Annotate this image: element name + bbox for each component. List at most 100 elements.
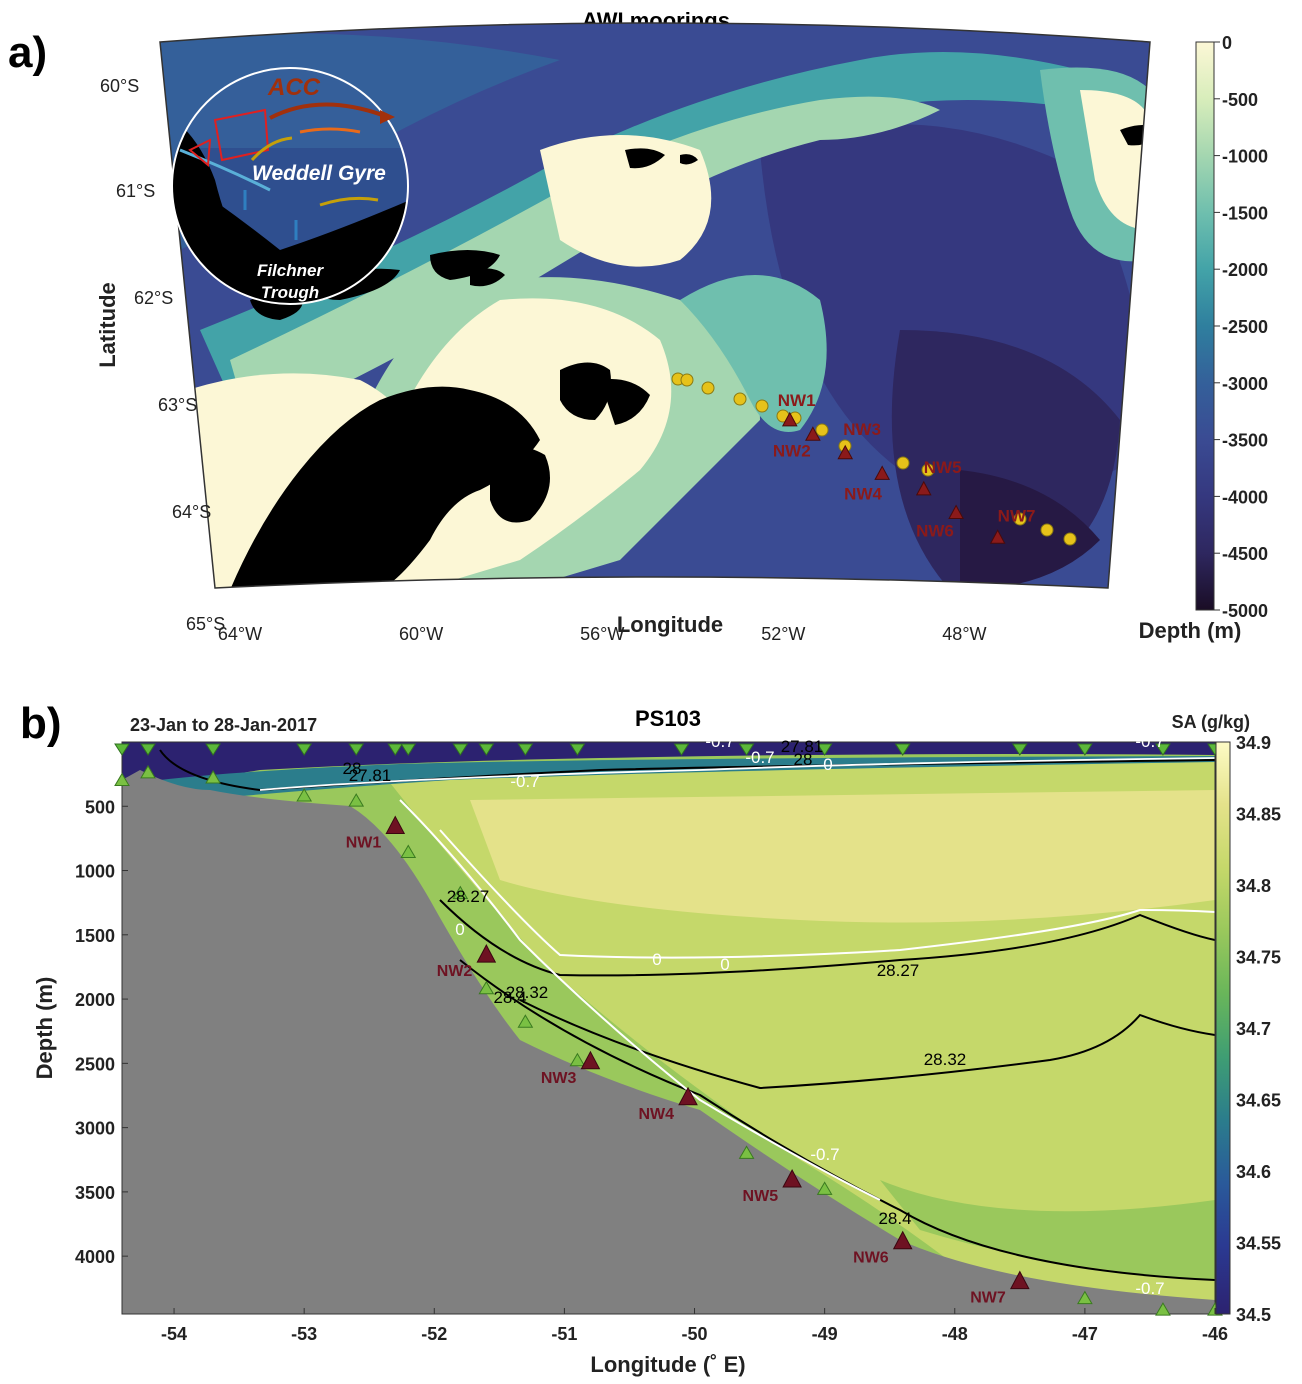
panel-b-xlabel: Longitude (˚ E) <box>590 1352 745 1377</box>
bottom-station-marker <box>1155 1302 1171 1316</box>
map-frame <box>159 22 1151 589</box>
inset-trough-label-2: Trough <box>261 283 319 302</box>
mooring-label: NW1 <box>346 835 382 852</box>
x-tick-label: -51 <box>551 1324 577 1344</box>
station-marker <box>114 743 130 756</box>
station-marker <box>348 743 365 756</box>
contour-label: -0.7 <box>810 1145 839 1164</box>
x-tick-label: -50 <box>682 1324 708 1344</box>
contour-label: 28.32 <box>506 983 549 1002</box>
arrowhead-icon <box>380 110 395 124</box>
colorbar-tick-label: -500 <box>1222 90 1258 110</box>
panel-b-label: b) <box>20 699 62 748</box>
ctd-stations <box>671 372 1077 546</box>
mooring-marker <box>782 1168 802 1188</box>
panel-b-date-range: 23-Jan to 28-Jan-2017 <box>130 715 317 735</box>
mooring-label: NW4 <box>844 484 882 503</box>
bottom-station-marker <box>400 844 417 859</box>
longitude-tick-label: 60°W <box>399 624 443 644</box>
colorbar-tick-label: 0 <box>1222 33 1232 53</box>
bottom-station-marker <box>738 1145 755 1159</box>
bottom-station-marker <box>816 1181 833 1195</box>
latitude-tick-label: 65°S <box>186 614 225 634</box>
panel-b-y-ticks: 500 1000 1500 2000 2500 3000 3500 4000 <box>75 797 128 1267</box>
mooring-marker <box>781 411 798 427</box>
y-tick-label: 1500 <box>75 926 115 946</box>
station-marker <box>569 743 586 756</box>
station-marker <box>387 743 404 756</box>
bottom-station-marker <box>348 793 365 807</box>
latitude-tick-label: 64°S <box>172 502 211 522</box>
colorbar-tick-label: -1500 <box>1222 203 1268 223</box>
sa-colorbar <box>1215 741 1231 1315</box>
sa-colorbar-tick-label: 34.5 <box>1236 1305 1271 1325</box>
bottom-station-marker <box>452 885 469 900</box>
inset-map: ACC Weddell Gyre Filchner Trough <box>171 67 409 305</box>
y-tick-label: 4000 <box>75 1247 115 1267</box>
acc-arrow <box>269 102 386 120</box>
longitude-tick-label: 52°W <box>761 624 805 644</box>
bottom-station-marker <box>1077 1290 1093 1305</box>
station-marker <box>205 743 221 756</box>
colorbar-tick-label: -5000 <box>1222 601 1268 621</box>
contour-label: -0.7 <box>705 732 734 751</box>
mooring-marker <box>678 1086 698 1106</box>
panel-a-label: a) <box>8 28 47 77</box>
station-marker <box>296 743 313 756</box>
contour-label: 28.4 <box>878 1209 911 1228</box>
mooring-label: NW3 <box>843 420 881 439</box>
sa-colorbar-tick-label: 34.55 <box>1236 1234 1281 1254</box>
station-marker <box>894 743 911 756</box>
contour-label: 0 <box>823 755 832 774</box>
contour-label: 28 <box>794 750 813 769</box>
latitude-tick-label: 63°S <box>158 395 197 415</box>
latitude-tick-label: 60°S <box>100 76 139 96</box>
section-moorings: NW1 NW2 NW3 NW4 NW5 NW6 NW7 <box>346 815 1030 1307</box>
bottom-station-marker <box>296 787 313 802</box>
mooring-label: NW5 <box>924 458 962 477</box>
sa-colorbar-tick-label: 34.85 <box>1236 805 1281 825</box>
sa-colorbar-ticks: 34.9 34.85 34.8 34.75 34.7 34.65 34.6 34.55 34.5 <box>1236 733 1281 1325</box>
colorbar-tick-label: -3000 <box>1222 374 1268 394</box>
panel-b-ylabel: Depth (m) <box>32 977 57 1080</box>
contour-label: -0.7 <box>1135 732 1164 751</box>
mooring-label: NW4 <box>638 1106 674 1123</box>
y-tick-label: 1000 <box>75 862 115 882</box>
station-marker <box>1011 743 1028 756</box>
sa-colorbar-tick-label: 34.8 <box>1236 876 1271 896</box>
sa-colorbar-tick-label: 34.6 <box>1236 1162 1271 1182</box>
mooring-marker <box>805 426 821 441</box>
longitude-ticks: 64°W 60°W 56°W 52°W 48°W <box>218 624 987 644</box>
seafloor <box>122 770 1215 1314</box>
station-marker <box>517 743 534 756</box>
colorbar-tick-label: -3500 <box>1222 431 1268 451</box>
sa-colorbar-label: SA (g/kg) <box>1172 712 1250 732</box>
mooring-label: NW6 <box>853 1250 889 1267</box>
x-tick-label: -54 <box>161 1324 187 1344</box>
contour-label: 28.27 <box>447 887 490 906</box>
contour-label: 28.4 <box>493 988 526 1007</box>
bottom-station-marker <box>114 772 130 787</box>
mooring-label: NW7 <box>970 1290 1006 1307</box>
station-marker <box>452 743 469 756</box>
panel-b: b) PS103 23-Jan to 28-Jan-2017 SA (g/kg) <box>20 699 1281 1377</box>
mooring-marker <box>1009 1270 1030 1290</box>
x-tick-label: -47 <box>1072 1324 1098 1344</box>
y-tick-label: 2500 <box>75 1054 115 1074</box>
panel-a-xlabel: Longitude <box>617 612 723 637</box>
colorbar-tick-label: -2000 <box>1222 260 1268 280</box>
x-tick-label: -46 <box>1202 1324 1228 1344</box>
station-marker <box>478 743 495 756</box>
section-plot <box>122 742 1215 1314</box>
sa-colorbar-tick-label: 34.7 <box>1236 1019 1271 1039</box>
latitude-tick-label: 62°S <box>134 288 173 308</box>
contour-label: 0 <box>720 955 729 974</box>
mooring-label: NW2 <box>437 963 473 980</box>
longitude-tick-label: 48°W <box>942 624 986 644</box>
latitude-tick-label: 61°S <box>116 181 155 201</box>
y-tick-label: 3500 <box>75 1183 115 1203</box>
mooring-marker <box>385 815 406 835</box>
colorbar-tick-label: -1000 <box>1222 147 1268 167</box>
latitude-ticks: 60°S 61°S 62°S 63°S 64°S 65°S <box>100 76 225 634</box>
depth-colorbar <box>1195 41 1215 611</box>
